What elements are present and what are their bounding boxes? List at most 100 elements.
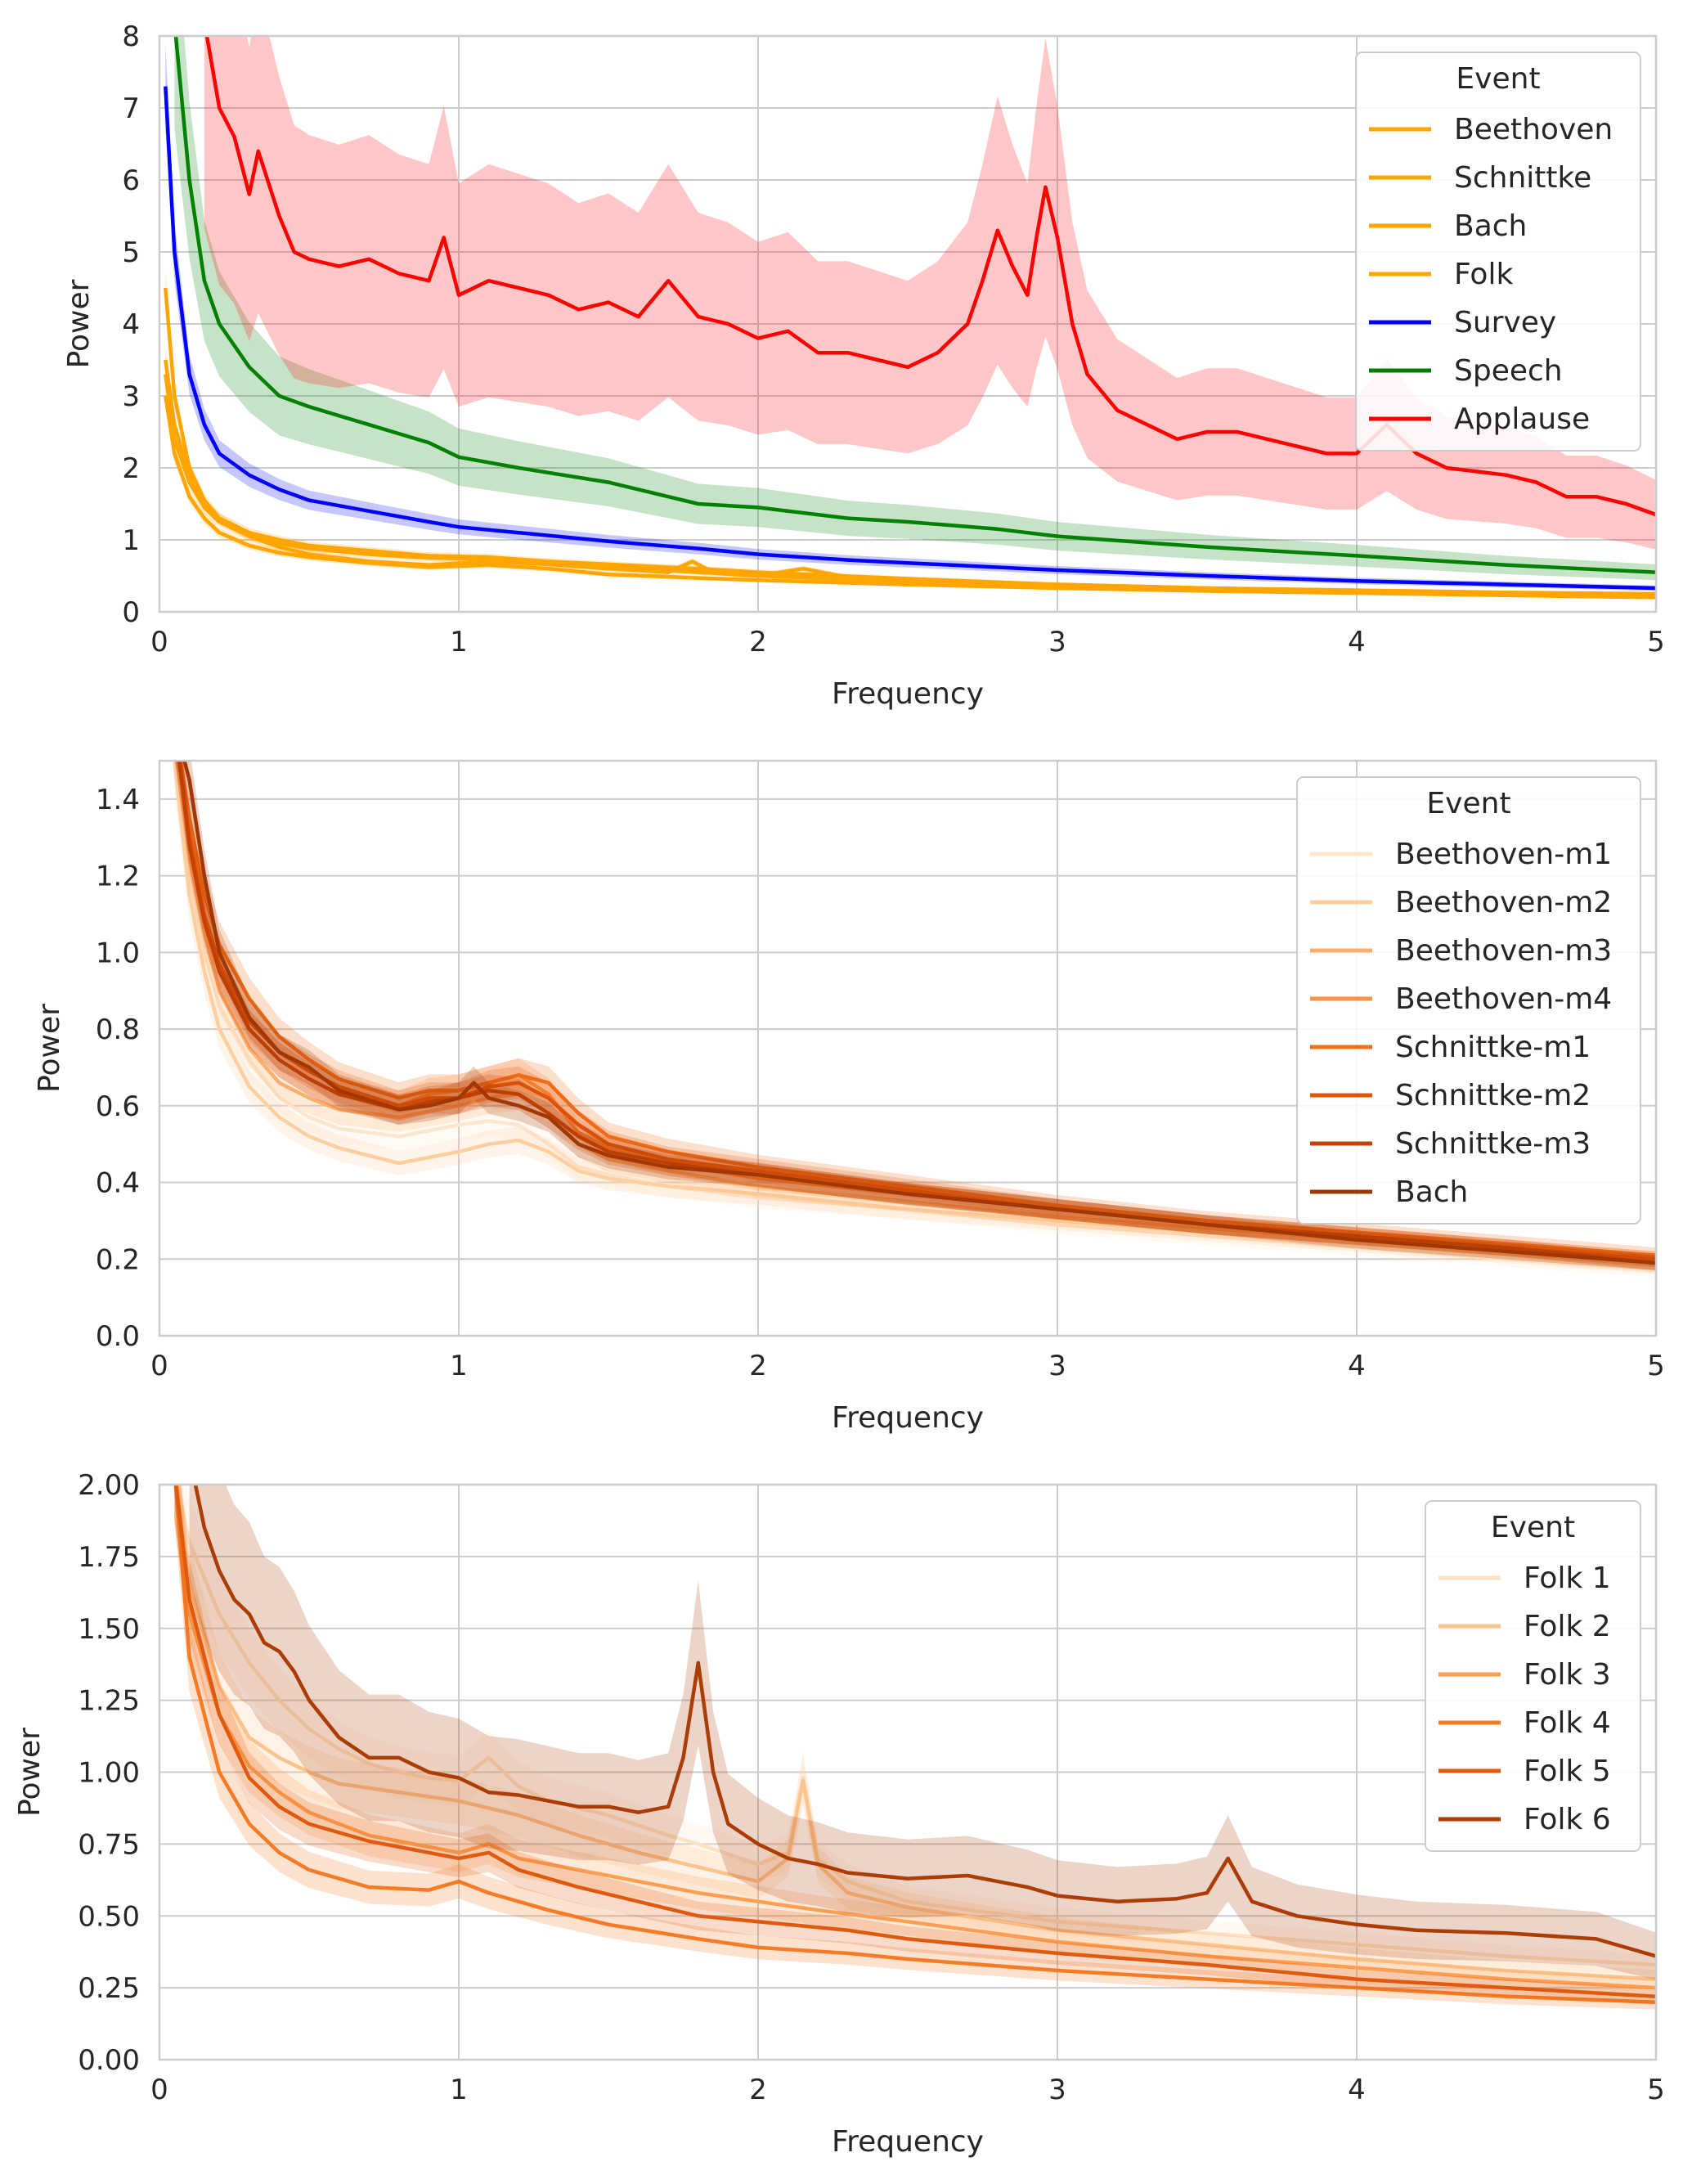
y-tick-label: 0.0 [96,1320,140,1353]
legend-entry: Beethoven-m1 [1395,838,1612,871]
y-tick-label: 8 [122,20,140,53]
y-tick-label: 1.50 [78,1613,140,1646]
legend-entry: Beethoven-m3 [1395,934,1612,968]
axes-frame [158,759,1658,1337]
legend-entry: Folk 6 [1524,1803,1611,1836]
legend-entry: Folk 5 [1524,1755,1611,1788]
legend-entry: Beethoven-m4 [1395,982,1612,1016]
y-tick-label: 0.50 [78,1900,140,1933]
x-tick-label: 4 [1348,626,1366,658]
x-tick-label: 4 [1348,1350,1366,1382]
y-tick-label: 0.00 [78,2044,140,2077]
y-tick-label: 1.4 [96,784,140,816]
x-tick-label: 1 [450,1350,468,1382]
y-tick-label: 1.00 [78,1757,140,1790]
legend-entry: Folk 2 [1524,1610,1611,1643]
x-tick-label: 0 [150,1350,168,1382]
x-tick-label: 2 [749,626,767,658]
x-tick-label: 2 [749,2074,767,2106]
series-group [173,761,1656,1278]
legend-entry: Folk 4 [1524,1706,1611,1740]
series-line [178,761,1656,1257]
legend-entry: Folk 1 [1524,1562,1611,1595]
y-tick-label: 1.75 [78,1541,140,1574]
y-tick-label: 2 [122,452,140,485]
y-tick-label: 0.4 [96,1167,140,1200]
x-tick-label: 4 [1348,2074,1366,2106]
series-line [174,1485,1656,1981]
y-tick-label: 0 [122,596,140,629]
y-tick-label: 5 [122,236,140,269]
series-band [189,1485,1656,1980]
legend-entry: Schnittke-m2 [1395,1079,1591,1112]
legend-entry: Folk 3 [1524,1658,1611,1692]
x-tick-label: 1 [450,626,468,658]
x-tick-label: 5 [1647,2074,1665,2106]
series-band [174,761,1656,1274]
y-tick-label: 1.2 [96,861,140,893]
series-line [173,1485,1656,1990]
series-line [193,1485,1656,1958]
x-tick-label: 0 [150,626,168,658]
legend-entry: Schnittke-m3 [1395,1127,1591,1161]
x-axis-label: Frequency [832,2125,984,2159]
x-tick-label: 3 [1048,1350,1066,1382]
x-tick-label: 5 [1647,626,1665,658]
axes-frame [158,34,1658,613]
x-axis-label: Frequency [832,1401,984,1435]
y-tick-label: 0.75 [78,1828,140,1861]
y-tick-label: 0.6 [96,1090,140,1123]
series-line [174,1485,1656,1998]
series-group [164,36,1656,600]
y-axis-label: Power [33,1004,66,1093]
x-axis-label: Frequency [832,677,984,711]
legend-title: Event [1426,787,1510,820]
series-band [174,1485,1656,1997]
legend: Event Beethoven Schnittke Bach Folk Survey Spe… [1355,52,1641,452]
axes-frame [158,1483,1658,2061]
y-tick-label: 4 [122,308,140,341]
series-group [173,1485,1656,2010]
x-tick-label: 3 [1048,2074,1066,2106]
series-line [174,761,1656,1273]
x-tick-label: 2 [749,1350,767,1382]
legend-entry: Applause [1454,402,1590,436]
series-line [164,86,1656,591]
series-line [164,395,1656,600]
legend-box [1425,1500,1641,1852]
legend: Event Beethoven-m1 Beethoven-m2 Beethoven-m… [1296,776,1641,1225]
series-line [164,287,1656,596]
y-tick-label: 0.8 [96,1013,140,1046]
panel-middle: 0 1 2 3 4 5 0.0 0.2 0.4 0.6 0.8 1.0 1.2 1.4 Frequency P… [33,759,1665,1435]
y-axis-label: Power [13,1728,47,1817]
y-tick-label: 7 [122,92,140,125]
series-line [173,761,1656,1269]
panel-bottom: 0 1 2 3 4 5 0.00 0.25 0.50 0.75 1.00 1.25 1.50 1.75 2.… [13,1469,1665,2159]
legend-title: Event [1491,1511,1575,1544]
y-tick-label: 0.25 [78,1972,140,2005]
legend-entry: Schnittke [1454,161,1591,195]
legend-entry: Schnittke-m1 [1395,1031,1591,1064]
legend-entry: Speech [1454,354,1563,388]
y-tick-label: 3 [122,380,140,413]
legend-box [1355,52,1641,452]
legend-entry: Bach [1395,1175,1468,1209]
series-line [182,761,1656,1265]
y-tick-label: 6 [122,164,140,197]
legend-entry: Folk [1454,258,1513,291]
panel-top: 0 1 2 3 4 5 0 1 2 3 4 5 6 7 8 Frequency Power Event Beetho… [62,20,1665,711]
x-tick-label: 3 [1048,626,1066,658]
legend-entry: Beethoven [1454,113,1613,146]
y-tick-label: 0.2 [96,1243,140,1276]
y-tick-label: 1 [122,524,140,557]
series-line [173,1485,1656,2004]
x-tick-label: 1 [450,2074,468,2106]
legend-entry: Beethoven-m2 [1395,886,1612,919]
y-tick-label: 1.0 [96,937,140,969]
legend-box [1296,776,1641,1225]
legend-entry: Bach [1454,209,1527,243]
y-tick-label: 2.00 [78,1469,140,1502]
series-band [204,36,1656,550]
series-line [173,36,1656,574]
